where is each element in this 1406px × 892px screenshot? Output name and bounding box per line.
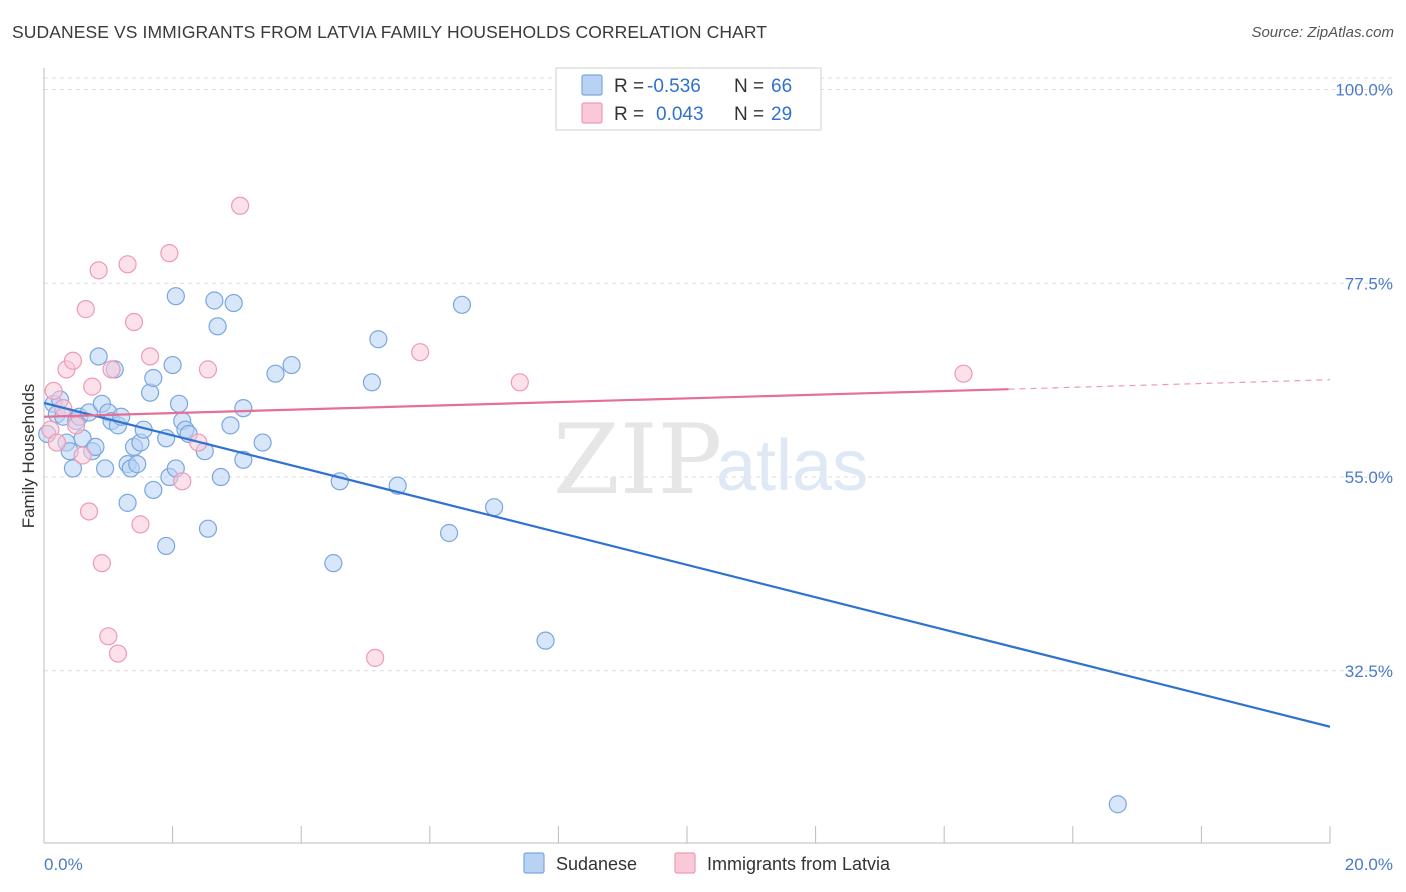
- latvia-point: [44, 381, 63, 401]
- legend-r-label-sudanese: R =: [614, 76, 644, 97]
- chart-source: Source: ZipAtlas.com: [1251, 24, 1394, 41]
- latvia-point: [173, 472, 192, 491]
- sudanese-point: [128, 455, 147, 474]
- latvia-trend-line: [43, 388, 1009, 418]
- latvia-point: [160, 244, 179, 263]
- legend-bottom-swatch-sudanese: [523, 852, 545, 874]
- sudanese-point: [324, 554, 343, 573]
- x-tick-label-max: 20.0%: [1345, 855, 1393, 874]
- legend-bottom: Sudanese Immigrants from Latvia: [523, 852, 891, 874]
- latvia-point: [108, 644, 128, 663]
- x-ticks: [43, 826, 1331, 843]
- latvia-point: [510, 373, 529, 392]
- watermark: ZIP atlas: [553, 404, 868, 516]
- sudanese-point: [140, 383, 160, 402]
- sudanese-point: [211, 467, 230, 487]
- legend-top: R = -0.536 N = 66 R = 0.043 N = 29: [555, 67, 822, 131]
- legend-swatch-latvia: [581, 102, 603, 124]
- sudanese-point: [369, 330, 388, 349]
- trend-layer: [43, 379, 1331, 728]
- sudanese-point: [234, 450, 253, 469]
- sudanese-point: [439, 523, 459, 543]
- latvia-point: [63, 351, 83, 370]
- sudanese-point: [163, 355, 182, 375]
- x-tick-label-min: 0.0%: [44, 855, 83, 874]
- latvia-point: [92, 554, 111, 573]
- watermark-zip: ZIP: [553, 404, 722, 516]
- latvia-point: [99, 627, 118, 646]
- sudanese-point: [144, 368, 163, 388]
- sudanese-point: [89, 347, 108, 366]
- latvia-point: [231, 196, 250, 215]
- legend-r-label-latvia: R =: [614, 104, 644, 125]
- latvia-point: [131, 515, 150, 534]
- latvia-point: [411, 343, 430, 362]
- y-axis-title: Family Households: [19, 384, 38, 529]
- sudanese-point: [169, 394, 189, 413]
- sudanese-point: [157, 536, 176, 556]
- sudanese-point: [144, 480, 163, 500]
- legend-bottom-swatch-latvia: [674, 852, 696, 874]
- sudanese-point: [266, 364, 285, 383]
- chart-title: SUDANESE VS IMMIGRANTS FROM LATVIA FAMIL…: [12, 22, 768, 42]
- legend-n-value-latvia: 29: [771, 104, 792, 125]
- latvia-point: [954, 364, 973, 383]
- legend-bottom-label-sudanese: Sudanese: [556, 854, 637, 874]
- y-tick-label-77-5: 77.5%: [1345, 274, 1393, 293]
- y-tick-label-32-5: 32.5%: [1345, 662, 1393, 681]
- latvia-point: [124, 312, 144, 332]
- sudanese-trend-line: [43, 401, 1331, 728]
- legend-n-label-sudanese: N =: [734, 76, 764, 97]
- sudanese-point: [536, 631, 555, 650]
- sudanese-point: [452, 295, 472, 314]
- latvia-point: [366, 648, 385, 667]
- latvia-point: [73, 446, 92, 465]
- sudanese-point: [485, 498, 504, 517]
- legend-n-label-latvia: N =: [734, 104, 764, 125]
- legend-n-value-sudanese: 66: [771, 76, 792, 97]
- watermark-atlas: atlas: [716, 426, 868, 506]
- legend-r-value-latvia: 0.043: [656, 104, 704, 125]
- sudanese-point: [95, 459, 115, 478]
- latvia-point: [79, 502, 99, 521]
- sudanese-point: [1108, 795, 1127, 814]
- latvia-point: [89, 261, 108, 280]
- latvia-point: [102, 360, 121, 379]
- legend-r-value-sudanese: -0.536: [647, 76, 701, 97]
- sudanese-point: [224, 293, 243, 313]
- sudanese-point: [208, 317, 227, 336]
- latvia-point: [118, 255, 137, 274]
- y-tick-label-100: 100.0%: [1335, 81, 1393, 100]
- sudanese-point: [282, 355, 301, 375]
- sudanese-point: [205, 291, 224, 310]
- sudanese-point: [362, 373, 382, 392]
- sudanese-point: [166, 287, 185, 306]
- sudanese-point: [118, 493, 137, 512]
- latvia-point: [198, 360, 218, 379]
- sudanese-point: [198, 519, 218, 538]
- sudanese-point: [253, 433, 272, 452]
- latvia-trend-line-extension: [1008, 379, 1331, 390]
- sudanese-point: [63, 459, 83, 478]
- latvia-point: [47, 433, 66, 452]
- y-tick-label-55: 55.0%: [1345, 468, 1393, 487]
- legend-bottom-label-latvia: Immigrants from Latvia: [707, 854, 891, 874]
- latvia-point: [83, 377, 102, 396]
- grid-layer: [44, 77, 1392, 672]
- sudanese-point: [234, 399, 253, 418]
- y-tick-labels: 32.5% 55.0% 77.5% 100.0%: [1335, 81, 1393, 681]
- sudanese-point: [86, 437, 105, 456]
- legend-swatch-sudanese: [581, 74, 603, 96]
- points-layer: [38, 196, 1127, 814]
- latvia-point: [140, 347, 160, 366]
- latvia-point: [67, 416, 86, 435]
- latvia-point: [76, 300, 95, 319]
- sudanese-point: [221, 416, 240, 435]
